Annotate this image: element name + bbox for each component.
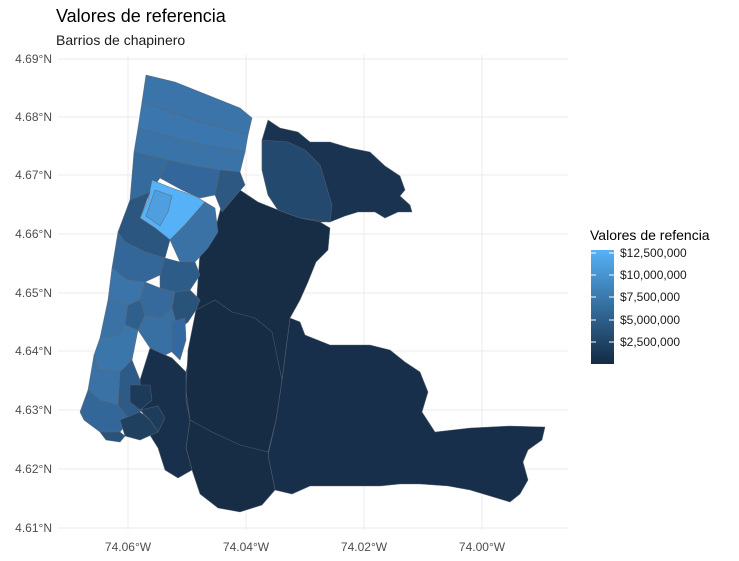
neighborhood-polygon [145, 189, 173, 227]
neighborhood-polygon [99, 431, 126, 443]
legend-colorbar [591, 250, 614, 364]
y-tick-label: 4.62°N [15, 462, 52, 476]
y-tick-label: 4.69°N [15, 52, 52, 66]
map-subtitle: Barrios de chapinero [56, 32, 185, 48]
color-legend: Valores de refencia $12,500,000 $10,000,… [590, 227, 710, 364]
y-tick-label: 4.61°N [15, 521, 52, 535]
legend-label: $12,500,000 [620, 246, 687, 260]
y-tick-label: 4.63°N [15, 403, 52, 417]
neighborhood-polygon [214, 169, 246, 213]
neighborhood-polygon [159, 159, 221, 199]
neighborhood-polygon [159, 257, 201, 293]
y-tick-label: 4.68°N [15, 110, 52, 124]
x-tick-label: 74.04°W [223, 540, 270, 554]
map-title: Valores de referencia [56, 6, 227, 26]
legend-title: Valores de refencia [590, 227, 710, 243]
neighborhood-polygons [79, 74, 546, 513]
y-tick-label: 4.66°N [15, 227, 52, 241]
x-tick-label: 74.06°W [105, 540, 152, 554]
legend-label: $5,000,000 [620, 313, 680, 327]
y-axis-labels: 4.69°N 4.68°N 4.67°N 4.66°N 4.65°N 4.64°… [15, 52, 52, 535]
y-tick-label: 4.64°N [15, 344, 52, 358]
neighborhood-polygon [129, 384, 153, 411]
neighborhood-polygon [139, 405, 166, 433]
x-axis-labels: 74.06°W 74.04°W 74.02°W 74.00°W [105, 540, 506, 554]
neighborhood-polygon [171, 317, 187, 361]
x-tick-label: 74.00°W [459, 540, 506, 554]
neighborhood-polygon [267, 317, 546, 503]
y-tick-label: 4.67°N [15, 168, 52, 182]
neighborhood-polygon [139, 347, 193, 479]
neighborhood-polygon [185, 299, 283, 453]
legend-label: $2,500,000 [620, 335, 680, 349]
y-tick-label: 4.65°N [15, 286, 52, 300]
legend-label: $7,500,000 [620, 290, 680, 304]
neighborhood-polygon [261, 139, 333, 223]
legend-label: $10,000,000 [620, 268, 687, 282]
x-tick-label: 74.02°W [341, 540, 388, 554]
